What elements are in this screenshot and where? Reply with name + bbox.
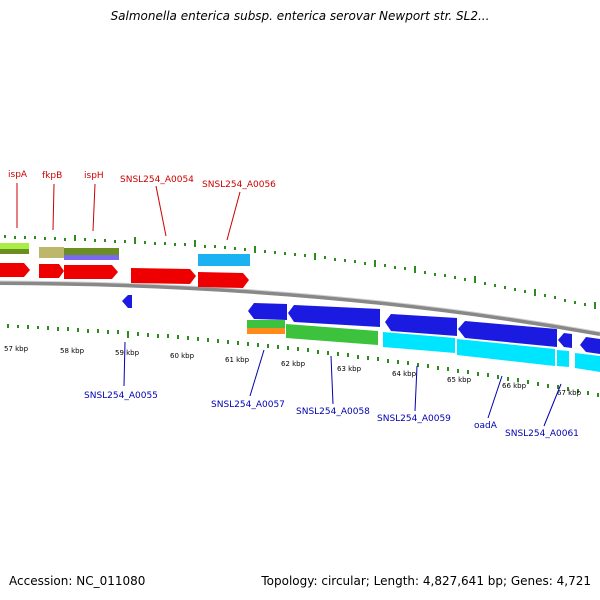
cog-bar — [64, 255, 119, 260]
leader-line — [92, 183, 96, 232]
cog-bar — [0, 243, 29, 249]
leader-line — [543, 383, 562, 427]
cog-bar — [198, 254, 250, 266]
kbp-label: 66 kbp — [502, 382, 527, 390]
cog-bar — [457, 339, 555, 366]
cds-arrow-forward — [131, 268, 196, 284]
gene-label-a0059: SNSL254_A0059 — [377, 414, 451, 424]
cds-arrow-reverse — [248, 303, 287, 320]
kbp-label: 58 kbp — [60, 347, 85, 355]
cog-bar — [247, 320, 285, 328]
leader-line — [52, 183, 55, 231]
gene-label-a0057: SNSL254_A0057 — [211, 400, 285, 410]
kbp-label: 57 kbp — [4, 345, 29, 353]
gene-label-fkpB: fkpB — [42, 171, 62, 181]
cds-arrow-forward — [64, 265, 118, 279]
bottom-gene-labels[interactable]: SNSL254_A0055 SNSL254_A0057 SNSL254_A005… — [84, 341, 579, 439]
cog-bar — [286, 324, 378, 345]
leader-line — [155, 185, 167, 237]
cds-arrow-forward — [39, 264, 64, 278]
map-title: Salmonella enterica subsp. enterica sero… — [110, 9, 490, 23]
gene-label-a0055: SNSL254_A0055 — [84, 391, 158, 401]
reverse-cds-track[interactable] — [122, 295, 600, 354]
cog-bar — [575, 353, 600, 372]
leader-line — [226, 191, 241, 241]
cog-bar — [39, 247, 64, 258]
gene-label-a0056: SNSL254_A0056 — [202, 180, 276, 190]
kbp-label: 67 kbp — [557, 389, 582, 397]
cds-arrow-reverse — [458, 321, 557, 347]
gene-label-ispH: ispH — [84, 171, 104, 181]
genome-backbone — [0, 281, 600, 336]
kbp-label: 65 kbp — [447, 376, 472, 384]
kbp-label: 60 kbp — [170, 352, 195, 360]
cds-arrow-reverse — [558, 333, 572, 348]
cog-bar — [0, 249, 29, 254]
cds-arrow-forward — [0, 263, 30, 277]
accession-text: Accession: NC_011080 — [9, 574, 146, 588]
gene-label-a0061: SNSL254_A0061 — [505, 429, 579, 439]
gene-label-a0054: SNSL254_A0054 — [120, 175, 194, 185]
kbp-label: 63 kbp — [337, 365, 362, 373]
cds-arrow-forward — [198, 272, 249, 288]
upper-tick-row — [4, 235, 596, 309]
cds-arrow-reverse — [122, 295, 132, 308]
lower-tick-row — [7, 324, 599, 397]
cds-arrow-reverse — [288, 305, 380, 327]
cog-bars-upper[interactable] — [0, 243, 250, 266]
kbp-label: 64 kbp — [392, 370, 417, 378]
cog-bar — [247, 328, 285, 334]
leader-line — [487, 375, 503, 419]
gene-label-ispA: ispA — [8, 170, 28, 180]
kbp-label: 62 kbp — [281, 360, 306, 368]
leader-line — [249, 349, 265, 397]
genome-summary-text: Topology: circular; Length: 4,827,641 bp… — [261, 574, 591, 588]
cds-arrow-reverse — [580, 337, 600, 354]
genome-backbone-highlight — [0, 280, 600, 333]
cds-arrow-reverse — [385, 314, 457, 336]
leader-line — [123, 341, 126, 387]
gene-label-a0058: SNSL254_A0058 — [296, 407, 370, 417]
leader-line — [414, 365, 418, 412]
kbp-scale: 57 kbp 58 kbp 59 kbp 60 kbp 61 kbp 62 kb… — [4, 345, 582, 397]
kbp-label: 61 kbp — [225, 356, 250, 364]
cog-bar — [557, 350, 569, 367]
top-gene-labels[interactable]: ispA fkpB ispH SNSL254_A0054 SNSL254_A00… — [8, 170, 276, 241]
gene-label-oadA: oadA — [474, 421, 498, 431]
forward-cds-track[interactable] — [0, 263, 249, 288]
cog-bar — [383, 332, 455, 353]
kbp-label: 59 kbp — [115, 349, 140, 357]
leader-line — [330, 355, 334, 405]
cog-bars-lower[interactable] — [247, 320, 600, 372]
cog-bar — [64, 248, 119, 255]
